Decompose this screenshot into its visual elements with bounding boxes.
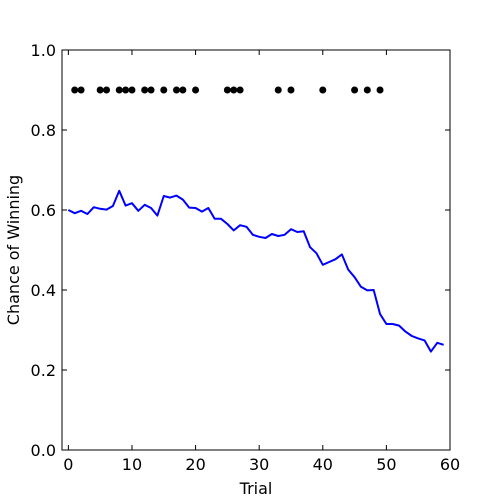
x-tick-label: 0 (63, 455, 73, 474)
x-tick-label: 60 (440, 455, 460, 474)
scatter-point (230, 86, 238, 94)
scatter-point (115, 86, 123, 94)
scatter-point (236, 86, 244, 94)
scatter-point (274, 86, 282, 94)
x-axis-ticks: 0 10 20 30 40 50 60 (63, 50, 460, 474)
y-tick-label: 0.0 (31, 441, 56, 460)
scatter-point (71, 86, 79, 94)
scatter-point (141, 86, 149, 94)
scatter-point (160, 86, 168, 94)
scatter-point (77, 86, 85, 94)
scatter-point (128, 86, 136, 94)
scatter-point (179, 86, 187, 94)
y-tick-label: 0.6 (31, 201, 56, 220)
x-tick-label: 40 (313, 455, 333, 474)
scatter-point (122, 86, 130, 94)
scatter-point (147, 86, 155, 94)
scatter-point (351, 86, 359, 94)
x-axis-label: Trial (239, 479, 273, 498)
y-axis-label: Chance of Winning (4, 175, 23, 325)
scatter-point (103, 86, 111, 94)
plot-area (67, 86, 444, 353)
plot-frame (61, 49, 451, 451)
y-tick-label: 0.8 (31, 121, 56, 140)
y-axis-ticks: 0.0 0.2 0.4 0.6 0.8 1.0 (31, 41, 450, 460)
scatter-point (192, 86, 200, 94)
plot-background (62, 50, 450, 450)
scatter-point (287, 86, 295, 94)
scatter-point (223, 86, 231, 94)
scatter-point (319, 86, 327, 94)
y-tick-label: 1.0 (31, 41, 56, 60)
scatter-point (172, 86, 180, 94)
series-line (67, 189, 444, 353)
scatter-point (363, 86, 371, 94)
x-tick-label: 10 (122, 455, 142, 474)
x-tick-label: 50 (376, 455, 396, 474)
scatter-point (96, 86, 104, 94)
scatter-point (376, 86, 384, 94)
x-tick-label: 30 (249, 455, 269, 474)
x-tick-label: 20 (185, 455, 205, 474)
y-tick-label: 0.4 (31, 281, 56, 300)
y-tick-label: 0.2 (31, 361, 56, 380)
